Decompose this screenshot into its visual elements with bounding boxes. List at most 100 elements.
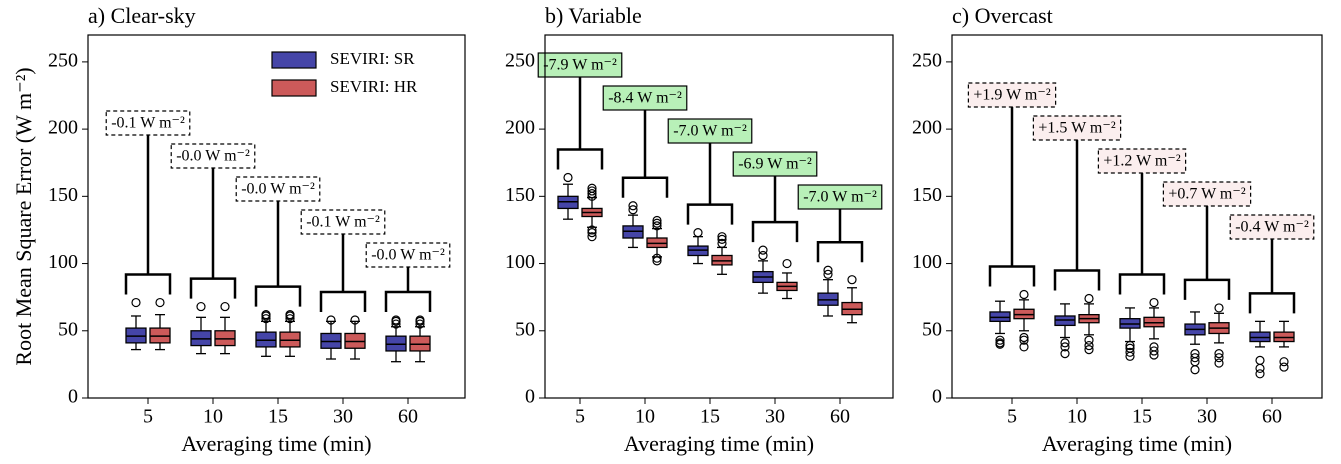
bracket — [816, 209, 864, 263]
x-tick-label: 10 — [1067, 406, 1087, 428]
x-tick-label: 15 — [700, 406, 720, 428]
y-tick-label: 250 — [48, 49, 78, 71]
panel: c) Overcast Averaging time (min) 0 50 100 150… — [912, 3, 1323, 456]
flier — [587, 186, 597, 196]
flier — [1060, 338, 1070, 348]
flier — [285, 314, 295, 324]
legend-swatch — [271, 51, 317, 69]
axes-frame — [951, 34, 1323, 399]
x-axis-label: Averaging time (min) — [181, 431, 371, 456]
bracket — [751, 176, 799, 243]
annotation: +1.5 W m⁻² — [1038, 120, 1115, 137]
axes-frame — [87, 34, 466, 399]
annotation-box — [105, 110, 191, 136]
x-tick-label: 30 — [765, 406, 785, 428]
flier — [652, 221, 662, 231]
flier — [628, 201, 638, 211]
y-tick-label: 150 — [912, 184, 942, 206]
flier — [285, 310, 295, 320]
bracket — [319, 234, 367, 313]
flier — [261, 314, 271, 324]
flier — [1084, 335, 1094, 345]
flier — [391, 319, 401, 329]
flier — [155, 297, 165, 308]
annotation-box — [667, 118, 753, 144]
y-tick-label: 50 — [922, 318, 942, 340]
annotation: +0.7 W m⁻² — [1168, 186, 1245, 203]
bracket — [686, 143, 734, 225]
flier — [652, 218, 662, 228]
bracket — [1053, 140, 1101, 291]
flier — [717, 234, 727, 244]
flier — [628, 205, 638, 215]
x-tick-label: 5 — [575, 406, 585, 428]
panel: a) Clear-sky Root Mean Square Error (W m⁻… — [11, 3, 466, 456]
annotation-box — [1229, 214, 1315, 240]
annotation: -0.1 W m⁻² — [111, 115, 185, 132]
y-tick-label: 50 — [58, 318, 78, 340]
flier — [350, 315, 360, 325]
flier — [717, 232, 727, 242]
x-tick-label: 5 — [143, 406, 153, 428]
y-tick-label: 100 — [48, 251, 78, 273]
flier — [1060, 342, 1070, 352]
flier — [652, 215, 662, 226]
y-tick-label: 200 — [912, 117, 942, 139]
annotation: -0.0 W m⁻² — [176, 148, 250, 165]
x-tick-label: 10 — [635, 406, 655, 428]
y-tick-label: 0 — [68, 386, 78, 408]
flier — [326, 315, 336, 325]
flier — [823, 269, 833, 279]
annotation: -0.4 W m⁻² — [1235, 219, 1309, 236]
annotation: -7.9 W m⁻² — [543, 57, 617, 74]
flier — [131, 297, 141, 308]
annotation: -0.1 W m⁻² — [306, 214, 380, 231]
annotation-box — [235, 176, 321, 202]
flier — [1060, 349, 1070, 359]
panel: b) Variable Averaging time (min) 0 50 100 150… — [505, 3, 894, 456]
y-tick-label: 100 — [505, 251, 535, 273]
flier — [587, 189, 597, 199]
flier — [652, 256, 662, 266]
flier — [693, 228, 703, 238]
flier — [220, 301, 230, 312]
flier — [1255, 355, 1265, 365]
flier — [717, 238, 727, 248]
y-tick-label: 0 — [525, 386, 535, 408]
x-tick-label: 30 — [1197, 406, 1217, 428]
bracket — [189, 168, 237, 299]
annotation-box — [1032, 115, 1122, 141]
flier — [995, 335, 1005, 345]
x-axis-label: Averaging time (min) — [1042, 431, 1232, 456]
flier — [1084, 345, 1094, 355]
y-tick-label: 0 — [932, 386, 942, 408]
flier — [1019, 332, 1029, 343]
flier — [1255, 369, 1265, 379]
x-tick-label: 60 — [398, 406, 418, 428]
bracket — [1248, 239, 1296, 314]
annotation: +1.9 W m⁻² — [973, 87, 1050, 104]
bracket — [1183, 206, 1231, 300]
flier — [758, 250, 768, 261]
y-tick-label: 50 — [515, 318, 535, 340]
flier — [587, 225, 597, 235]
x-tick-label: 30 — [333, 406, 353, 428]
y-tick-label: 150 — [505, 184, 535, 206]
flier — [995, 338, 1005, 348]
x-tick-label: 60 — [1262, 406, 1282, 428]
y-tick-label: 150 — [48, 184, 78, 206]
flier — [1019, 342, 1029, 352]
annotation-box — [1097, 148, 1187, 174]
flier — [1190, 353, 1200, 363]
flier — [1019, 335, 1029, 345]
panel-title: b) Variable — [545, 3, 642, 28]
annotation: -6.9 W m⁻² — [738, 156, 812, 173]
flier — [391, 315, 401, 325]
flier — [758, 245, 768, 255]
bracket — [988, 107, 1036, 287]
legend-label: SEVIRI: SR — [330, 49, 415, 68]
legend-swatch — [271, 79, 317, 97]
x-tick-label: 5 — [1007, 406, 1017, 428]
flier — [1190, 365, 1200, 375]
